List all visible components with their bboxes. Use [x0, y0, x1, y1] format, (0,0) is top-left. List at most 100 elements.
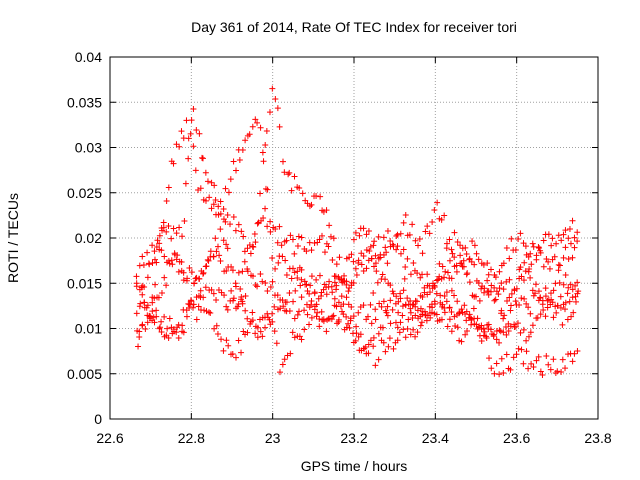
data-point [394, 231, 401, 238]
data-point [239, 300, 246, 307]
data-point [522, 243, 529, 250]
data-point [272, 226, 279, 233]
y-tick-label: 0.005 [67, 366, 102, 382]
data-point [525, 253, 532, 260]
data-point [311, 303, 318, 310]
data-point [274, 239, 281, 246]
data-point [279, 253, 286, 260]
data-point [179, 233, 186, 240]
data-point [565, 256, 572, 263]
data-point [555, 261, 562, 268]
data-point [175, 268, 182, 275]
data-point [215, 203, 222, 210]
data-point [212, 235, 219, 242]
data-point [213, 296, 220, 303]
data-point [149, 260, 156, 267]
data-point [543, 353, 550, 360]
data-point [435, 276, 442, 283]
data-point [276, 223, 283, 230]
data-point [218, 336, 225, 343]
data-point [574, 229, 581, 236]
data-point [525, 304, 532, 311]
data-point [448, 308, 455, 315]
data-point [492, 274, 499, 281]
data-point [380, 339, 387, 346]
data-point [289, 329, 296, 336]
data-point [260, 214, 267, 221]
data-point [401, 275, 408, 282]
data-point [178, 128, 185, 135]
data-point [323, 328, 330, 335]
data-point [508, 235, 515, 242]
data-point [265, 314, 272, 321]
data-point [528, 261, 535, 268]
data-point [204, 256, 211, 263]
data-point [235, 269, 242, 276]
data-point [515, 236, 522, 243]
data-point [414, 329, 421, 336]
data-point [460, 263, 467, 270]
data-point [223, 241, 230, 248]
data-point [170, 326, 177, 333]
data-point [545, 361, 552, 368]
data-point [441, 212, 448, 219]
data-point [294, 268, 301, 275]
data-point [249, 317, 256, 324]
data-point [262, 324, 269, 331]
data-point [272, 265, 279, 272]
data-point [337, 303, 344, 310]
x-tick-label: 22.6 [96, 430, 123, 446]
data-point [562, 306, 569, 313]
chart-title: Day 361 of 2014, Rate Of TEC Index for r… [191, 19, 517, 35]
data-point [308, 247, 315, 254]
data-point [532, 290, 539, 297]
data-point [514, 320, 521, 327]
data-point [208, 179, 215, 186]
data-point [235, 337, 242, 344]
data-point [335, 299, 342, 306]
data-point [520, 326, 527, 333]
data-point [232, 227, 239, 234]
data-point [562, 244, 569, 251]
data-point [291, 250, 298, 257]
data-point [437, 292, 444, 299]
data-point [498, 310, 505, 317]
y-tick-label: 0.04 [75, 49, 102, 65]
series-3 [133, 205, 581, 319]
data-point [407, 331, 414, 338]
data-point [463, 251, 470, 258]
data-point [565, 284, 572, 291]
data-point [285, 171, 292, 178]
data-point [451, 254, 458, 261]
data-point [464, 270, 471, 277]
data-point [520, 277, 527, 284]
data-point [294, 274, 301, 281]
data-point [343, 324, 350, 331]
data-point [290, 298, 297, 305]
data-point [294, 311, 301, 318]
data-point [419, 294, 426, 301]
data-point [187, 130, 194, 137]
data-point [278, 242, 285, 249]
data-point [569, 217, 576, 224]
data-point [161, 313, 168, 320]
data-point [417, 313, 424, 320]
data-point [468, 321, 475, 328]
data-point [518, 346, 525, 353]
data-point [146, 261, 153, 268]
data-point [560, 281, 567, 288]
data-point [518, 295, 525, 302]
data-point [149, 299, 156, 306]
data-point [173, 329, 180, 336]
data-point [404, 325, 411, 332]
data-point [507, 323, 514, 330]
data-point [220, 206, 227, 213]
data-point [478, 322, 485, 329]
data-point [224, 306, 231, 313]
data-point [264, 186, 271, 193]
data-point [230, 158, 237, 165]
data-point [340, 277, 347, 284]
data-point [190, 304, 197, 311]
data-point [155, 294, 162, 301]
data-point [329, 289, 336, 296]
